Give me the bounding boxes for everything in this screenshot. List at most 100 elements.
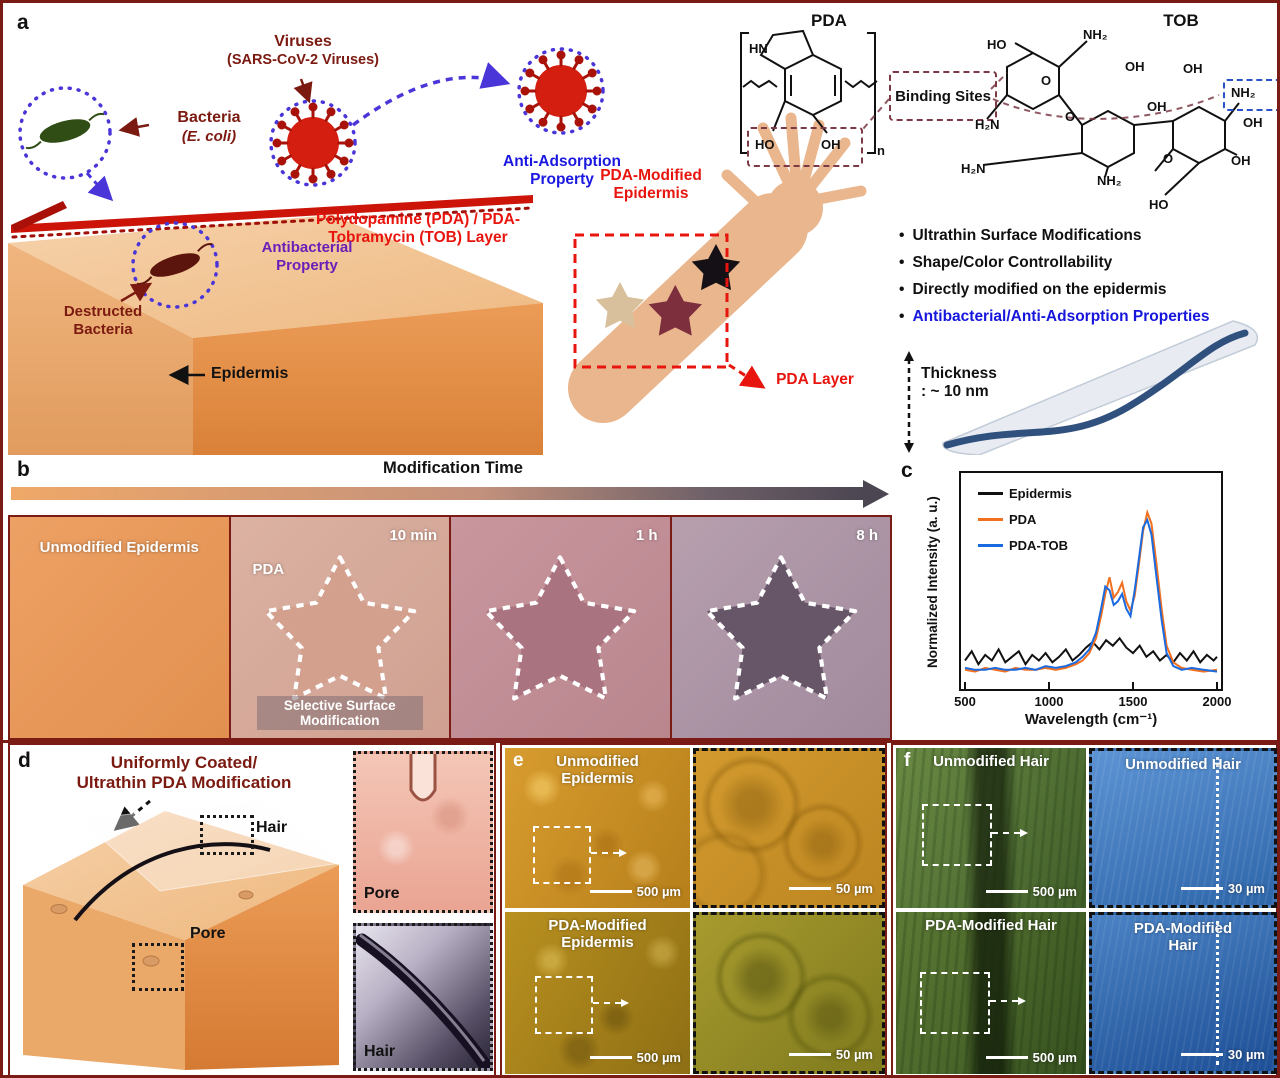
pda-tob-layer-label: Polydopamine (PDA) / PDA- Tobramycin (TO…: [315, 211, 521, 247]
epidermis-block: [8, 215, 543, 455]
photo-unmodified-epidermis: Unmodified Epidermis: [10, 517, 229, 738]
pda-binding-group-box: [747, 127, 863, 167]
pore-cross-section: [409, 754, 437, 802]
panel-f-label: f: [904, 750, 911, 771]
scale-bar-line: [1180, 1053, 1223, 1056]
spectrum-series-PDA: [964, 509, 1218, 673]
zoom-region-box: [920, 972, 990, 1034]
pda-region-dashed-box: [573, 233, 729, 369]
time-badge: 8 h: [856, 527, 878, 544]
hair-label: Hair: [256, 819, 288, 836]
bacteria-title: Bacteria: [177, 109, 241, 126]
epidermis-label: Epidermis: [211, 365, 289, 382]
spectrum-series-PDA-TOB: [964, 517, 1218, 673]
pore: [238, 890, 254, 900]
pda-structure-title: PDA: [811, 11, 847, 30]
modification-time-arrow: [11, 487, 863, 500]
bacteria-circle: [18, 86, 112, 180]
zoom-region-box: [922, 804, 992, 866]
zoom-arrow: [992, 829, 1028, 837]
scale-bar-line: [788, 887, 831, 890]
destructed-bacteria-label: Destructed Bacteria: [63, 303, 143, 338]
legend-swatch: [978, 518, 1003, 521]
x-tick-500: 500: [954, 694, 976, 709]
scale-bar: 30 µm: [1180, 1047, 1265, 1062]
zoom-arrow: [593, 999, 629, 1007]
micrograph-caption: Unmodified Hair: [1125, 756, 1241, 773]
arm-illustration: [568, 112, 867, 423]
micrograph-caption: Unmodified Epidermis: [556, 753, 639, 788]
pore: [142, 955, 160, 967]
zoom-region-box: [535, 976, 593, 1034]
panel-d-label: d: [18, 749, 31, 772]
arm-star-tan: [595, 282, 645, 329]
pda-modified-epidermis-label: PDA-Modified Epidermis: [600, 167, 702, 203]
modification-time-arrowhead: [863, 480, 889, 508]
bacterium-icon: [25, 112, 105, 150]
thickness-label: Thickness : ~ 10 nm: [921, 365, 997, 401]
bacteria-label: Bacteria (E. coli): [151, 109, 267, 146]
feature-bullet: • Shape/Color Controllability: [899, 254, 1113, 271]
hair-edge-dotted-line: [1216, 921, 1219, 1065]
photo-caption: Unmodified Epidermis: [39, 539, 199, 556]
scale-bar-line: [788, 1053, 831, 1056]
feature-bullet: • Ultrathin Surface Modifications: [899, 227, 1142, 244]
legend-swatch: [978, 492, 1003, 495]
scale-bar: 500 µm: [589, 884, 681, 899]
x-tick-1500: 1500: [1118, 694, 1148, 709]
micrograph-pda-hair-500um: PDA-Modified Hair 500 µm: [896, 912, 1086, 1074]
bacteria-subtitle: (E. coli): [181, 127, 237, 145]
scale-bar: 30 µm: [1180, 881, 1265, 896]
panel-a-illustration: [8, 29, 1259, 455]
photo-pda-1h: 1 h: [449, 517, 670, 738]
micrograph-caption: Unmodified Hair: [933, 753, 1049, 770]
virus-icon-2: [517, 47, 605, 135]
panel-f: f Unmodified Hair 500 µm Unmodified Hair…: [891, 743, 1277, 1075]
virus-icon: [269, 99, 357, 187]
sem-unmodified-hair-30um: Unmodified Hair 30 µm: [1089, 748, 1277, 908]
micrograph-caption: PDA-Modified Hair: [925, 917, 1057, 934]
modification-photo-strip: Unmodified Epidermis PDA 10 min Selectiv…: [8, 515, 892, 740]
panel-a-label: a: [17, 11, 29, 34]
feature-bullet: • Antibacterial/Anti-Adsorption Propertie…: [899, 308, 1210, 325]
legend-pda-tob: PDA-TOB: [978, 538, 1068, 553]
panel-e: e Unmodified Epidermis 500 µm 50 µm PDA-…: [500, 743, 887, 1075]
tob-structure-title: TOB: [1163, 11, 1199, 30]
modification-time-title: Modification Time: [383, 459, 523, 477]
row-divider: [3, 740, 1277, 743]
zoom-arrow: [591, 849, 627, 857]
anti-adsorption-label: Anti-Adsorption Property: [503, 153, 621, 189]
scale-bar: 50 µm: [788, 881, 873, 896]
hair-strand: [73, 842, 271, 922]
micrograph-unmodified-epidermis-500um: e Unmodified Epidermis 500 µm: [505, 748, 690, 908]
tob-nh2-highlight-box: [1223, 79, 1277, 111]
tob-structure-bonds: [982, 40, 1240, 196]
legend-pda: PDA: [978, 512, 1036, 527]
panel-e-label: e: [513, 750, 524, 771]
scale-bar-line: [589, 1056, 632, 1059]
viruses-subtitle: (SARS-CoV-2 Viruses): [226, 51, 380, 68]
pore-dotted-box: [132, 943, 184, 991]
selective-surface-note: Selective Surface Modification: [256, 696, 423, 730]
zoom-arrow: [990, 997, 1026, 1005]
hair-edge-dotted-line: [1216, 757, 1219, 899]
micrograph-caption: PDA-Modified Epidermis: [548, 917, 647, 952]
x-tick-1000: 1000: [1034, 694, 1064, 709]
scale-bar-line: [589, 890, 632, 893]
micrograph-pda-epidermis-500um: PDA-Modified Epidermis 500 µm: [505, 912, 690, 1074]
thin-film-sheet: [904, 320, 1259, 455]
scale-bar: 50 µm: [788, 1047, 873, 1062]
pore-inset-label: Pore: [364, 885, 400, 903]
star-outline: [263, 555, 416, 701]
panel-c-label: c: [901, 459, 913, 482]
time-badge: 10 min: [389, 527, 437, 544]
pore: [50, 904, 68, 914]
spectrum-y-axis-label: Normalized Intensity (a. u.): [925, 496, 940, 668]
panel-d-title: Uniformly Coated/ Ultrathin PDA Modifica…: [76, 753, 292, 793]
micrograph-pda-epidermis-50um: 50 µm: [693, 912, 885, 1074]
zoom-region-box: [533, 826, 591, 884]
pore-inset-photo: Pore: [353, 751, 493, 913]
legend-epidermis: Epidermis: [978, 486, 1072, 501]
photo-pda-8h: 8 h: [669, 517, 890, 738]
